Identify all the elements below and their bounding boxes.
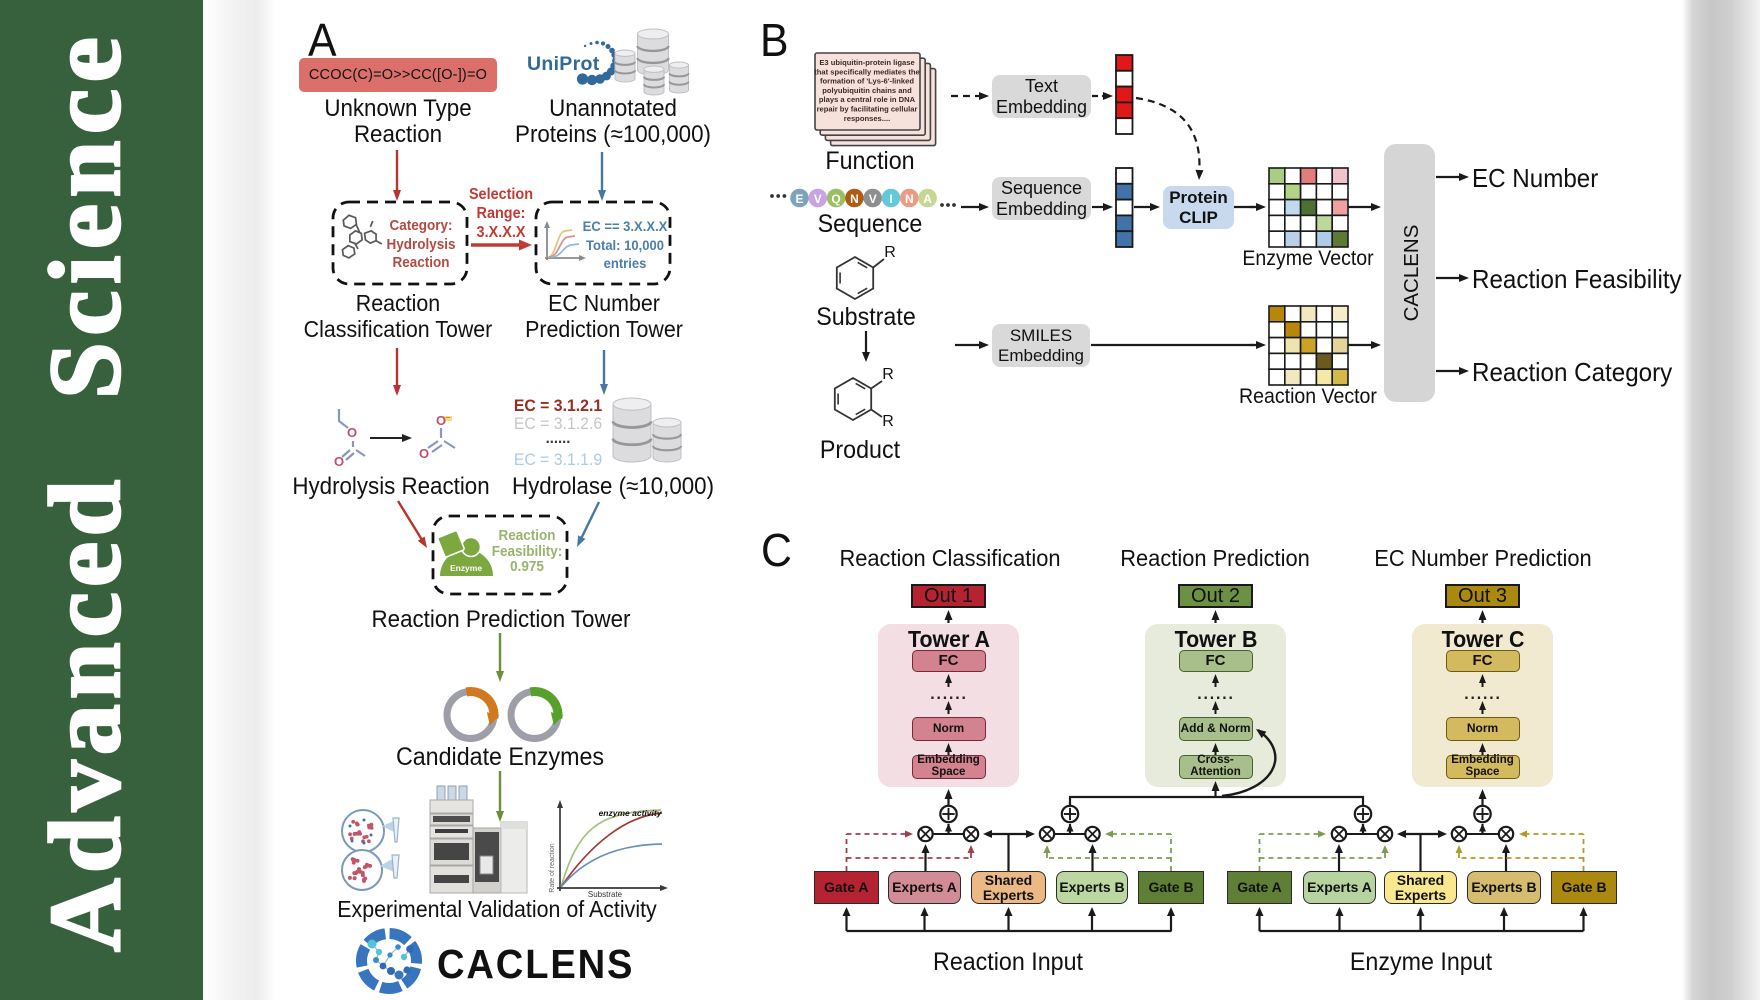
svg-text:Advanced: Advanced xyxy=(29,475,142,952)
svg-text:enzyme activity: enzyme activity xyxy=(599,808,663,818)
svg-text:O: O xyxy=(436,413,446,428)
svg-text:O: O xyxy=(334,454,344,469)
svg-text:R: R xyxy=(884,244,896,261)
svg-text:O: O xyxy=(419,446,429,461)
svg-text:polyubiquitin chains and: polyubiquitin chains and xyxy=(822,86,912,95)
svg-text:–: – xyxy=(445,412,450,422)
svg-text:Enzyme: Enzyme xyxy=(450,563,482,573)
svg-text:A: A xyxy=(923,192,932,206)
svg-text:Substrate: Substrate xyxy=(588,890,623,899)
svg-text:CACLENS: CACLENS xyxy=(1400,225,1423,322)
svg-text:formation of 'Lys-6'-linked: formation of 'Lys-6'-linked xyxy=(820,77,914,86)
svg-text:E3 ubiquitin-protein ligase: E3 ubiquitin-protein ligase xyxy=(819,58,914,67)
svg-text:Rate of reaction: Rate of reaction xyxy=(549,843,556,893)
svg-text:V: V xyxy=(869,192,877,206)
svg-text:plays a central role in DNA: plays a central role in DNA xyxy=(819,95,916,104)
svg-text:Science: Science xyxy=(29,31,142,399)
svg-text:O: O xyxy=(347,425,357,440)
svg-text:responses....: responses.... xyxy=(844,114,890,123)
svg-text:R: R xyxy=(882,366,894,383)
svg-text:I: I xyxy=(889,192,892,206)
svg-text:UniProt: UniProt xyxy=(527,53,600,75)
svg-text:that specifically mediates the: that specifically mediates the xyxy=(814,67,920,76)
svg-text:repair by facilitating cellula: repair by facilitating cellular xyxy=(817,105,918,114)
svg-text:R: R xyxy=(882,413,894,430)
svg-text:N: N xyxy=(905,192,914,206)
svg-text:N: N xyxy=(850,192,859,206)
svg-text:E: E xyxy=(795,192,803,206)
svg-text:V: V xyxy=(814,192,822,206)
svg-text:Q: Q xyxy=(831,192,840,206)
